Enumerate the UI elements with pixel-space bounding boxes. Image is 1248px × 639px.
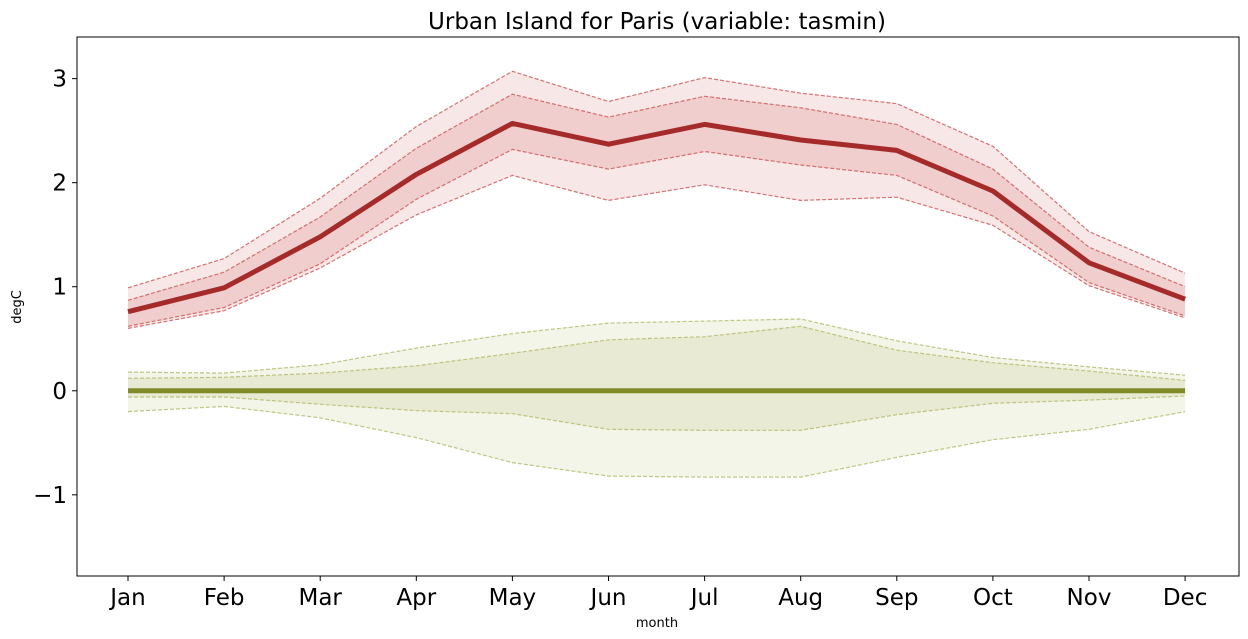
x-tick-label: Dec — [1163, 585, 1208, 611]
series-0-inner-band — [128, 94, 1186, 327]
series-0-outer-band — [128, 71, 1186, 329]
series-0-outer-upper-line — [127, 70, 1186, 289]
series-1-outer-lower-line — [127, 405, 1186, 478]
x-tick-label: Jul — [689, 585, 719, 611]
y-tick-label: 2 — [52, 171, 67, 197]
series-0-median-line — [127, 120, 1186, 315]
y-axis: −1 0 1 2 3 — [33, 67, 77, 509]
x-axis: Jan Feb Mar Apr May Jun Jul Aug Sep Oct Nov Dec — [108, 576, 1207, 611]
x-tick-label: Jun — [589, 585, 627, 611]
series-0 — [127, 70, 1186, 329]
series-1-outer-upper-line — [127, 318, 1186, 376]
y-tick-label: 3 — [52, 67, 67, 93]
series-0-outer-lower-line — [127, 174, 1186, 329]
plot-area — [127, 70, 1186, 478]
plot-frame — [76, 36, 1240, 577]
series-1-inner-upper-line — [127, 325, 1186, 381]
series-1-inner-band — [128, 326, 1186, 431]
x-tick-label: Mar — [298, 585, 342, 611]
chart-title: Urban Island for Paris (variable: tasmin… — [428, 9, 886, 35]
x-tick-label: Aug — [778, 585, 823, 611]
x-tick-label: Sep — [875, 585, 918, 611]
x-axis-label: month — [636, 616, 678, 631]
x-tick-label: Oct — [973, 585, 1013, 611]
series-0-inner-upper-line — [127, 93, 1186, 301]
series-1-inner-lower-line — [128, 395, 1186, 431]
y-tick-label: 0 — [52, 379, 67, 405]
y-axis-label: degC — [10, 290, 25, 324]
y-tick-label: −1 — [33, 483, 67, 509]
series-1 — [127, 318, 1186, 478]
x-tick-label: Nov — [1067, 585, 1112, 611]
x-tick-label: Feb — [204, 585, 245, 611]
series-1-outer-band — [128, 319, 1186, 478]
x-tick-label: Jan — [108, 585, 145, 611]
x-tick-label: Apr — [396, 585, 436, 611]
y-tick-label: 1 — [52, 275, 67, 301]
x-tick-label: May — [489, 585, 537, 611]
